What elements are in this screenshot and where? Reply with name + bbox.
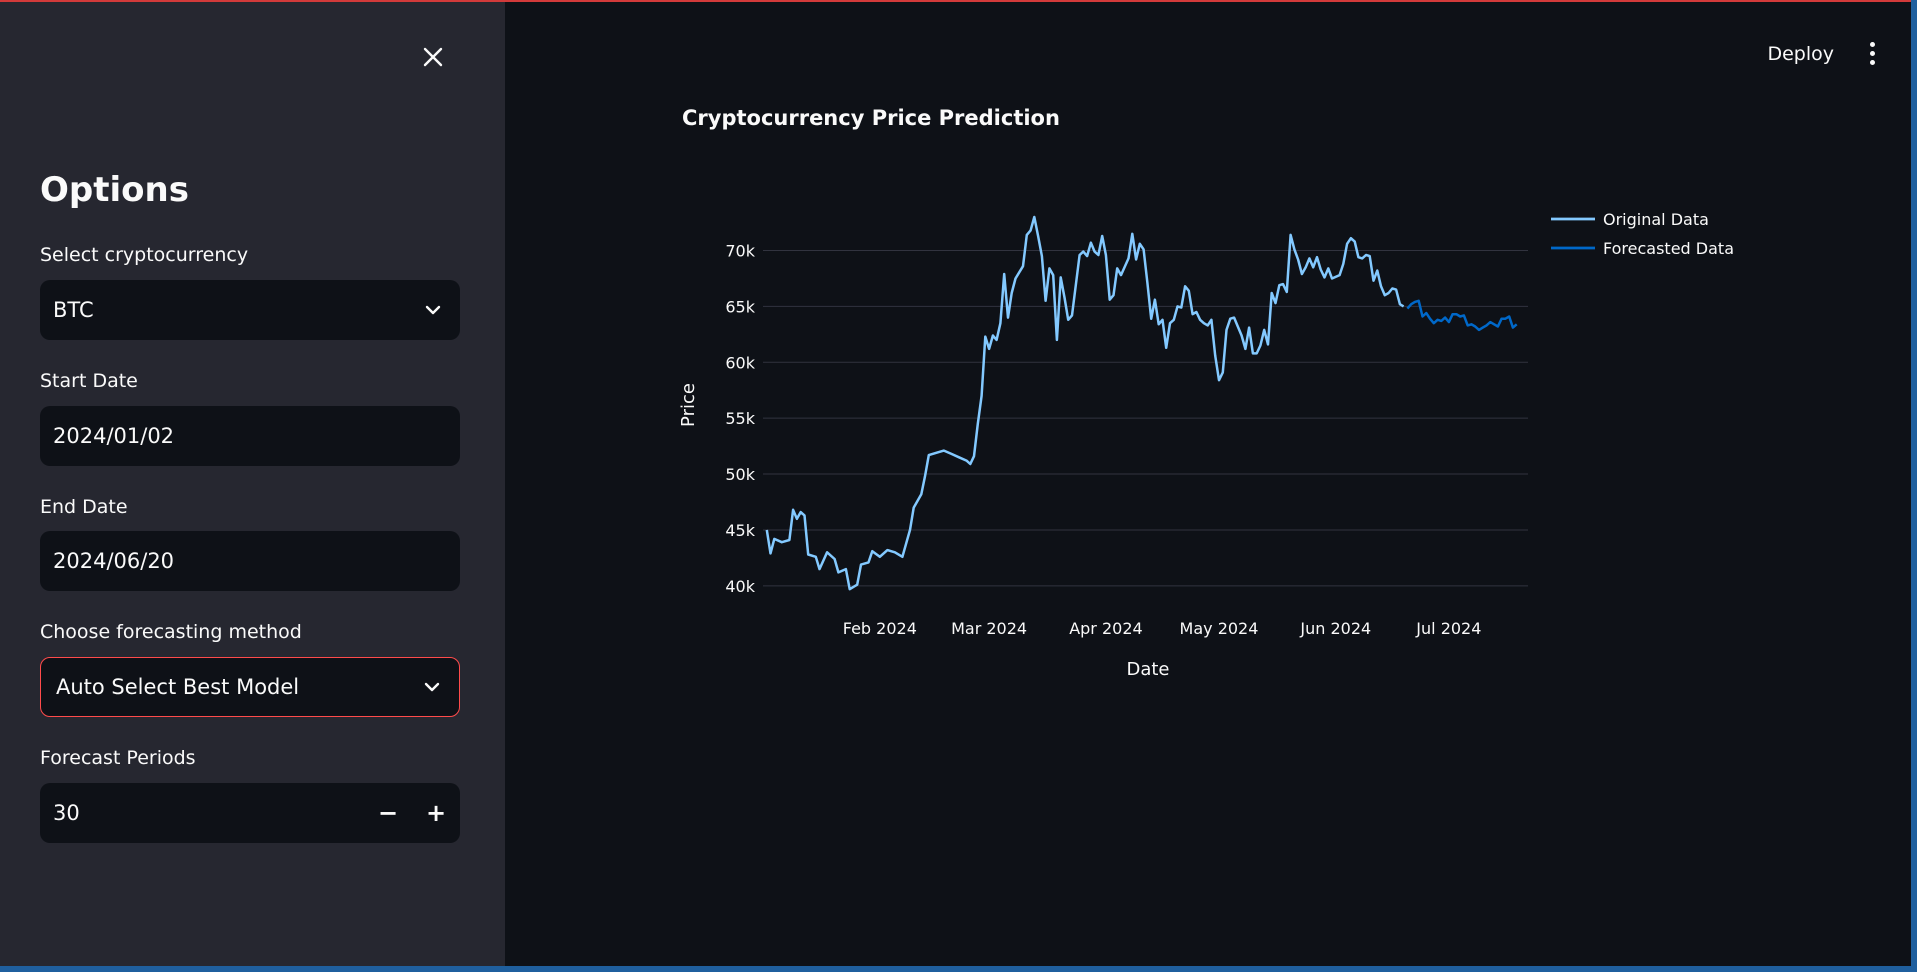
x-tick-label: Apr 2024: [1069, 619, 1142, 638]
legend-label[interactable]: Forecasted Data: [1603, 239, 1734, 258]
x-tick-label: Mar 2024: [951, 619, 1027, 638]
deploy-button[interactable]: Deploy: [1767, 42, 1834, 65]
y-axis-label: Price: [678, 383, 699, 427]
chevron-down-icon: [423, 681, 441, 693]
legend-label[interactable]: Original Data: [1603, 210, 1709, 229]
stepper-buttons: − +: [364, 783, 460, 843]
x-axis-label: Date: [1126, 659, 1169, 680]
forecast-periods-input[interactable]: 30 − +: [40, 783, 460, 843]
y-tick-label: 60k: [725, 353, 755, 372]
series-line-forecast[interactable]: [1406, 299, 1518, 332]
x-tick-label: Jul 2024: [1415, 619, 1481, 638]
increment-button[interactable]: +: [425, 799, 447, 827]
chevron-down-icon: [424, 304, 442, 316]
y-tick-label: 65k: [725, 297, 755, 316]
y-tick-label: 45k: [725, 521, 755, 540]
x-tick-label: Jun 2024: [1299, 619, 1371, 638]
forecast-periods-value: 30: [53, 801, 80, 825]
y-tick-label: 40k: [725, 577, 755, 596]
page-title: Cryptocurrency Price Prediction: [682, 106, 1060, 130]
start-date-value: 2024/01/02: [53, 424, 175, 448]
crypto-select-value: BTC: [53, 298, 94, 322]
crypto-label: Select cryptocurrency: [40, 244, 249, 266]
start-date-input[interactable]: 2024/01/02: [40, 406, 460, 466]
forecast-periods-label: Forecast Periods: [40, 747, 196, 769]
start-date-label: Start Date: [40, 370, 138, 392]
kebab-menu-icon[interactable]: [1864, 38, 1881, 69]
decrement-button[interactable]: −: [377, 799, 399, 827]
x-tick-label: May 2024: [1180, 619, 1259, 638]
sidebar: Options Select cryptocurrency BTC Start …: [0, 2, 505, 966]
end-date-value: 2024/06/20: [53, 549, 175, 573]
method-select[interactable]: Auto Select Best Model: [40, 657, 460, 717]
close-icon: [423, 47, 443, 67]
x-tick-label: Feb 2024: [843, 619, 917, 638]
method-select-value: Auto Select Best Model: [56, 675, 300, 699]
y-tick-label: 70k: [725, 242, 755, 261]
chart-legend: Original Data Forecasted Data: [1551, 210, 1734, 258]
sidebar-title: Options: [40, 170, 189, 210]
header-actions: Deploy: [1767, 38, 1881, 69]
y-tick-label: 55k: [725, 409, 755, 428]
series-line-original[interactable]: [765, 215, 1405, 591]
crypto-select[interactable]: BTC: [40, 280, 460, 340]
price-chart[interactable]: 40k 45k 50k 55k 60k 65k 70k Feb 2024 Mar 2024 Ap…: [670, 197, 1750, 697]
y-tick-label: 50k: [725, 465, 755, 484]
sidebar-close-button[interactable]: [416, 40, 450, 74]
end-date-label: End Date: [40, 496, 128, 518]
method-label: Choose forecasting method: [40, 621, 302, 643]
end-date-input[interactable]: 2024/06/20: [40, 531, 460, 591]
